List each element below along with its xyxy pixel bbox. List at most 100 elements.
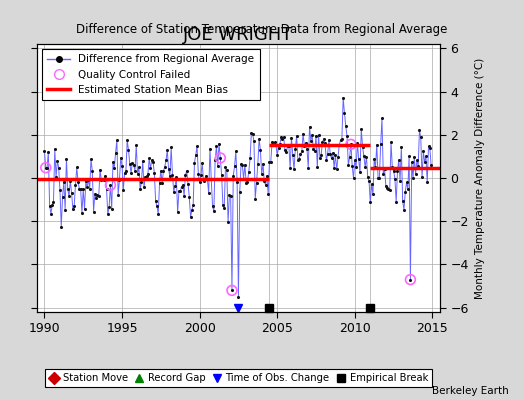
Point [296,151,304,158]
Point [77,186,85,192]
Point [190,160,199,166]
Point [369,191,377,197]
Point [228,287,236,294]
Point [339,95,347,101]
Point [140,184,148,190]
Point [212,143,221,149]
Point [269,141,278,147]
Point [128,160,137,166]
Point [82,178,90,185]
Point [105,204,113,210]
Point [322,157,331,164]
Point [149,159,157,165]
Point [348,163,356,170]
Point [239,176,248,182]
Point [309,146,318,152]
Point [215,140,223,147]
Point [211,157,220,164]
Point [106,182,115,188]
Point [386,187,394,194]
Point [336,137,345,143]
Point [281,147,289,154]
Point [261,182,270,188]
Point [41,164,50,171]
Point [150,170,159,176]
Point [427,162,435,168]
Point [114,192,122,198]
Point [417,134,425,141]
Point [217,172,226,178]
Point [94,193,103,199]
Point [325,137,333,143]
Point [409,175,417,182]
Point [46,202,54,209]
Point [199,178,208,184]
Point [66,177,74,184]
Point [229,173,237,179]
Point [69,206,77,212]
Point [235,189,244,196]
Point [88,168,96,174]
Point [153,203,161,209]
Point [115,177,124,184]
Point [68,190,76,196]
Point [254,161,262,167]
Point [93,192,102,198]
Y-axis label: Monthly Temperature Anomaly Difference (°C): Monthly Temperature Anomaly Difference (… [475,57,485,299]
Point [232,148,240,154]
Point [355,156,363,162]
Point [47,210,55,217]
Point [364,174,372,180]
Point [210,208,218,214]
Point [141,174,149,180]
Point [290,166,298,172]
Point [75,186,83,192]
Point [418,174,426,180]
Point [184,180,192,187]
Point [343,133,351,140]
Point [384,186,392,192]
Point [329,150,337,156]
Point [383,185,391,191]
Legend: Station Move, Record Gap, Time of Obs. Change, Empirical Break: Station Move, Record Gap, Time of Obs. C… [45,370,432,387]
Point [251,196,259,202]
Point [136,186,144,193]
Point [237,161,245,168]
Point [388,164,397,170]
Point [295,156,303,162]
Point [154,211,162,217]
Point [231,163,239,170]
Point [311,148,319,155]
Point [400,206,408,213]
Point [242,180,250,186]
Point [129,162,138,168]
Point [353,140,362,146]
Point [223,166,231,173]
Point [228,287,236,294]
Point [387,139,395,146]
Point [71,182,80,188]
Point [246,155,254,162]
Point [53,158,61,164]
Point [422,153,430,160]
Point [207,176,215,183]
Point [283,143,292,149]
Point [373,142,381,148]
Point [375,175,384,181]
Point [101,172,110,179]
Point [317,152,325,158]
Point [267,159,275,165]
Point [357,126,365,132]
Point [241,162,249,168]
Point [79,186,88,192]
Point [365,178,373,184]
Point [173,209,182,216]
Point [109,158,117,165]
Point [392,198,400,205]
Point [219,202,227,209]
Point [395,156,403,163]
Point [301,140,310,146]
Point [320,136,328,142]
Point [278,136,287,142]
Point [171,183,179,189]
